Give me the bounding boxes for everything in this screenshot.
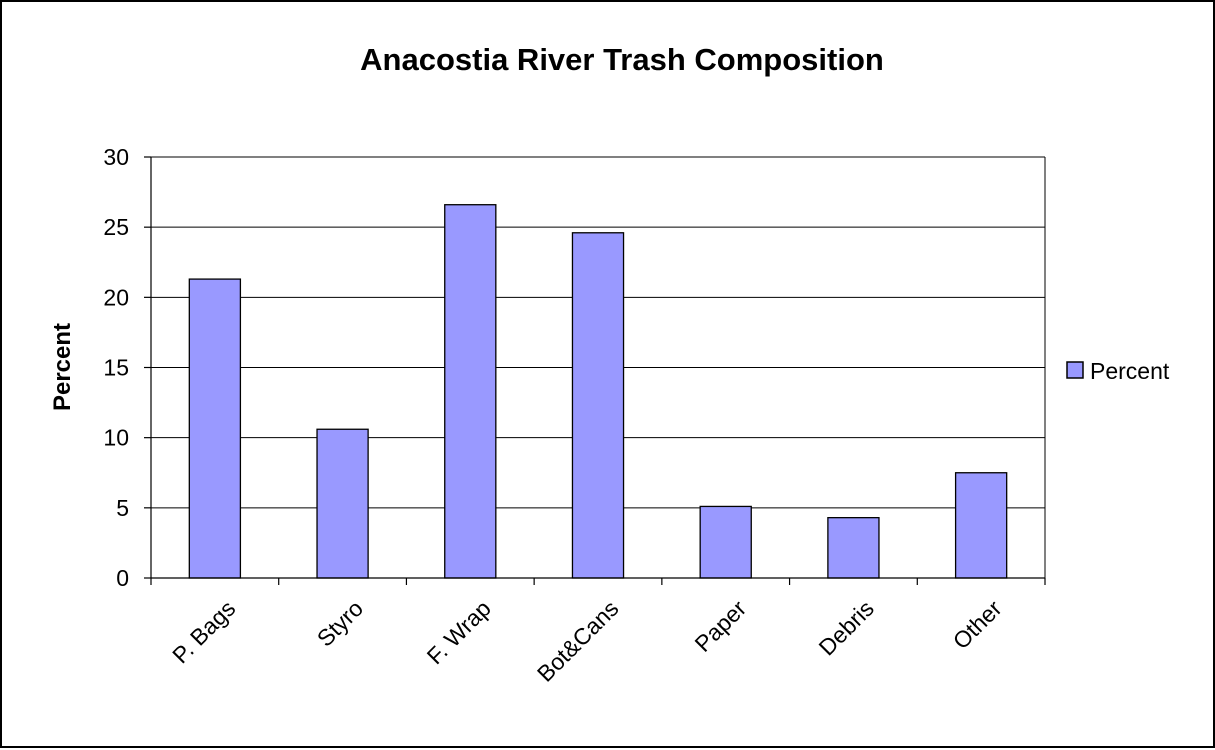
bar (699, 505, 752, 579)
x-tick-label: Bot&Cans (532, 595, 624, 687)
y-tick-label: 10 (103, 425, 129, 451)
y-tick-label: 20 (103, 284, 129, 310)
y-tick-labels: 0 5 10 15 20 25 30 (103, 144, 129, 591)
x-tick-label: Paper (689, 595, 751, 657)
chart-title: Anacostia River Trash Composition (360, 42, 884, 77)
axes (144, 156, 1046, 585)
bar (316, 428, 369, 579)
legend-swatch (1066, 361, 1084, 379)
bar (827, 517, 880, 579)
y-tick-label: 25 (103, 214, 129, 240)
bars (188, 204, 1008, 579)
y-tick-label: 5 (116, 495, 129, 521)
bar (444, 204, 497, 579)
bar (188, 278, 242, 579)
x-tick-label: Debris (814, 595, 879, 660)
legend: Percent (1066, 358, 1170, 384)
y-axis-label: Percent (49, 323, 76, 411)
x-tick-label: Styro (312, 595, 368, 651)
legend-label: Percent (1090, 358, 1170, 384)
x-tick-label: P. Bags (167, 595, 240, 668)
y-tick-label: 30 (103, 144, 129, 170)
y-tick-label: 15 (103, 355, 129, 381)
y-tick-label: 0 (116, 565, 129, 591)
bar (954, 472, 1008, 579)
x-tick-label: Other (948, 595, 1007, 654)
x-tick-labels: P. Bags Styro F. Wrap Bot&Cans Paper Debris Ot… (167, 595, 1007, 687)
x-tick-label: F. Wrap (422, 595, 496, 669)
bar (571, 232, 625, 579)
